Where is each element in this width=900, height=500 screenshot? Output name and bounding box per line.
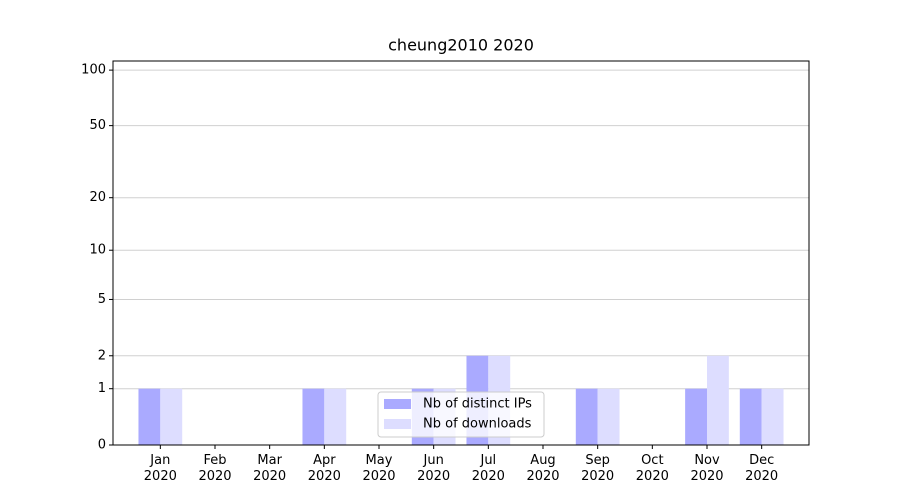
x-tick-label: Jul 2020 (471, 453, 505, 484)
y-tick-label: 10 (89, 243, 106, 258)
y-tick-label: 100 (81, 63, 106, 78)
bar (138, 388, 161, 445)
x-tick-label: Jun 2020 (417, 453, 451, 484)
legend-swatch (384, 419, 411, 429)
chart-title: cheung2010 2020 (388, 36, 534, 55)
bar (302, 388, 325, 445)
bar (597, 388, 620, 445)
legend-label: Nb of distinct IPs (423, 397, 532, 412)
y-tick-label: 0 (98, 438, 106, 453)
plot-frame (112, 60, 810, 446)
x-tick-label: Dec 2020 (745, 453, 779, 484)
bar (685, 388, 707, 445)
bar (160, 388, 183, 445)
x-tick-label: Sep 2020 (581, 453, 615, 484)
bar (739, 388, 762, 445)
bar (707, 355, 729, 445)
y-tick-label: 2 (98, 348, 106, 363)
legend-label: Nb of downloads (423, 417, 532, 432)
x-tick-label: Oct 2020 (635, 453, 669, 484)
y-tick-label: 50 (89, 118, 106, 133)
y-tick-label: 20 (89, 190, 106, 205)
x-tick-label: May 2020 (362, 453, 396, 484)
x-tick-label: Apr 2020 (307, 453, 341, 484)
bar (761, 388, 784, 445)
legend-swatch (384, 399, 411, 409)
y-tick-label: 1 (98, 381, 106, 396)
legend-box (377, 391, 545, 438)
x-tick-label: Feb 2020 (198, 453, 232, 484)
y-tick-label: 5 (98, 292, 106, 307)
bar (575, 388, 598, 445)
x-tick-label: Mar 2020 (253, 453, 287, 484)
x-tick-label: Aug 2020 (526, 453, 560, 484)
x-tick-label: Nov 2020 (690, 453, 724, 484)
x-tick-label: Jan 2020 (143, 453, 177, 484)
legend: Nb of distinct IPs Nb of downloads (377, 391, 545, 438)
bar (324, 388, 347, 445)
